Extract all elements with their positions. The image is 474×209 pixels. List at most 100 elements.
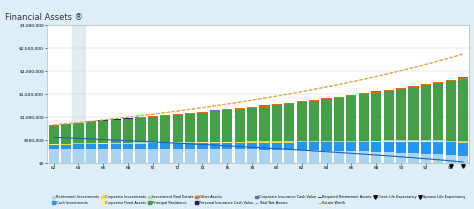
Bar [185, 142, 195, 143]
Bar [396, 141, 406, 142]
Bar [433, 141, 443, 142]
Bar [371, 93, 381, 140]
Bar [259, 142, 270, 143]
Bar [371, 92, 381, 93]
Bar [247, 141, 257, 142]
Bar [458, 79, 468, 141]
Bar [458, 143, 468, 156]
Bar [185, 143, 195, 149]
Bar [321, 151, 332, 163]
Bar [110, 120, 121, 143]
Bar [433, 83, 443, 140]
Bar [160, 142, 170, 143]
Bar [359, 152, 369, 163]
Bar [197, 149, 208, 163]
Bar [297, 142, 307, 150]
Bar [222, 149, 232, 163]
Bar [48, 149, 59, 163]
Bar [396, 88, 406, 89]
Bar [421, 141, 431, 142]
Bar [284, 150, 294, 163]
Bar [222, 110, 232, 142]
Bar [421, 85, 431, 140]
Bar [185, 149, 195, 163]
Bar [359, 93, 369, 94]
Bar [383, 140, 394, 141]
Bar [86, 143, 96, 144]
Legend: Retirement Investments, Cash Investments, Corporate Investments, Corporate Fixed: Retirement Investments, Cash Investments… [52, 195, 465, 205]
Bar [433, 140, 443, 141]
Bar [173, 115, 183, 142]
Bar [98, 143, 109, 144]
Bar [433, 82, 443, 83]
Bar [210, 142, 220, 143]
Bar [185, 114, 195, 142]
Bar [148, 117, 158, 142]
Bar [136, 143, 146, 144]
Bar [148, 143, 158, 149]
Bar [73, 144, 83, 149]
Text: Financial Assets ®: Financial Assets ® [5, 13, 82, 22]
Bar [123, 143, 133, 144]
Bar [383, 141, 394, 142]
Bar [346, 141, 356, 142]
Bar [346, 96, 356, 141]
Bar [408, 141, 419, 142]
Bar [160, 143, 170, 149]
Bar [148, 149, 158, 163]
Bar [259, 107, 270, 141]
Bar [458, 142, 468, 143]
Bar [446, 142, 456, 155]
Bar [321, 141, 332, 142]
Bar [284, 104, 294, 141]
Bar [110, 144, 121, 149]
Bar [408, 153, 419, 163]
Bar [259, 150, 270, 163]
Bar [272, 143, 282, 150]
Bar [371, 140, 381, 141]
Bar [247, 108, 257, 141]
Bar [446, 140, 456, 142]
Bar [98, 149, 109, 163]
Bar [73, 123, 83, 143]
Bar [383, 152, 394, 163]
Bar [210, 149, 220, 163]
Bar [321, 99, 332, 141]
Bar [334, 97, 344, 98]
Bar [48, 145, 59, 149]
Bar [247, 142, 257, 143]
Bar [210, 143, 220, 149]
Bar [334, 151, 344, 163]
Bar [235, 108, 245, 109]
Bar [48, 125, 59, 126]
Bar [309, 142, 319, 150]
Bar [272, 141, 282, 142]
Bar [86, 122, 96, 143]
Bar [297, 150, 307, 163]
Bar [297, 102, 307, 141]
Bar [98, 144, 109, 149]
Bar [297, 141, 307, 142]
Bar [48, 144, 59, 145]
Bar [284, 103, 294, 104]
Bar [458, 78, 468, 79]
Bar [210, 111, 220, 142]
Bar [235, 141, 245, 142]
Bar [284, 141, 294, 142]
Bar [160, 116, 170, 142]
Bar [408, 86, 419, 87]
Bar [222, 143, 232, 149]
Bar [247, 149, 257, 163]
Bar [148, 116, 158, 117]
Bar [396, 153, 406, 163]
Bar [421, 154, 431, 163]
Bar [359, 142, 369, 152]
Bar [309, 150, 319, 163]
Bar [309, 100, 319, 101]
Bar [136, 118, 146, 142]
Bar [235, 142, 245, 143]
Bar [272, 150, 282, 163]
Bar [222, 142, 232, 143]
Bar [272, 104, 282, 105]
Bar [272, 105, 282, 141]
